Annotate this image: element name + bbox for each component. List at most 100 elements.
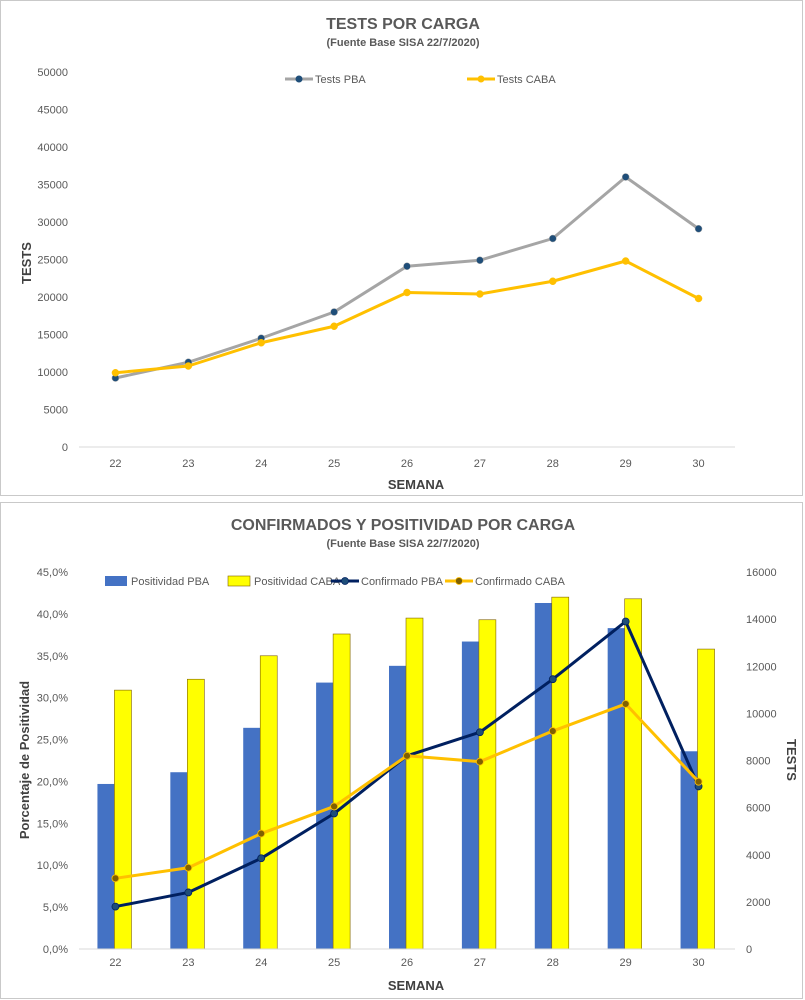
bar-positividad-caba — [332, 633, 351, 950]
data-point-tests-caba — [403, 288, 411, 297]
bar-positividad-pba — [389, 665, 406, 949]
y-tick-label: 15,0% — [37, 818, 68, 830]
data-point-tests-pba — [330, 308, 338, 316]
data-point-tests-caba — [111, 369, 120, 377]
bar-positividad-caba — [697, 648, 715, 950]
positividad-chart-svg: CONFIRMADOS Y POSITIVIDAD POR CARGA (Fuen… — [17, 517, 799, 993]
legend-marker-confirmado-caba — [455, 577, 463, 585]
bar-positividad-pba — [534, 602, 552, 949]
data-point-confirmado-pba — [621, 617, 630, 626]
data-point-tests-caba — [549, 277, 557, 285]
data-point-tests-pba — [476, 256, 484, 264]
y-tick-label: 10000 — [37, 367, 68, 379]
tests-chart-svg: TESTS POR CARGA (Fuente Base SISA 22/7/20… — [19, 16, 735, 492]
legend-swatch-positividad-pba — [105, 576, 127, 586]
bar-positividad-pba — [607, 628, 625, 949]
y-tick-label: 0 — [62, 442, 68, 454]
tests-por-carga-chart: TESTS POR CARGA (Fuente Base SISA 22/7/20… — [0, 0, 803, 496]
data-point-confirmado-caba — [621, 700, 630, 708]
x-tick-label: 27 — [474, 957, 486, 969]
x-tick-label: 25 — [328, 957, 340, 969]
chart-title: TESTS POR CARGA — [326, 16, 480, 33]
chart-subtitle: (Fuente Base SISA 22/7/2020) — [326, 37, 479, 49]
data-point-confirmado-caba — [257, 829, 266, 838]
y-tick-label: 15000 — [37, 330, 68, 342]
y-tick-label: 40,0% — [37, 609, 68, 621]
legend-swatch-positividad-caba — [227, 575, 251, 587]
confirmados-positividad-chart: CONFIRMADOS Y POSITIVIDAD POR CARGA (Fuen… — [0, 502, 803, 999]
y2-axis-title: TESTS — [784, 739, 799, 781]
data-point-tests-caba — [476, 290, 484, 298]
y-tick-label: 25000 — [37, 255, 68, 267]
data-point-tests-caba — [257, 339, 265, 347]
legend-label-tests-caba: Tests CABA — [497, 74, 556, 86]
data-point-confirmado-pba — [257, 854, 266, 863]
bar-positividad-caba — [114, 689, 132, 950]
x-tick-label: 30 — [692, 957, 704, 969]
x-tick-label: 29 — [620, 957, 632, 969]
data-point-confirmado-caba — [330, 802, 339, 811]
data-point-confirmado-caba — [403, 751, 411, 760]
bar-positividad-caba — [551, 596, 570, 950]
data-point-confirmado-caba — [111, 874, 120, 883]
y-tick-label: 35,0% — [37, 651, 68, 663]
y2-tick-label: 8000 — [746, 756, 770, 768]
y-tick-label: 30000 — [37, 217, 68, 229]
y-tick-label: 45000 — [37, 105, 68, 117]
data-point-confirmado-pba — [184, 888, 193, 897]
legend-marker-confirmado-pba — [341, 577, 349, 585]
data-point-tests-pba — [621, 173, 630, 181]
data-point-tests-pba — [403, 262, 411, 270]
legend-label-confirmado-caba: Confirmado CABA — [475, 576, 566, 588]
bar-positividad-caba — [405, 617, 424, 950]
data-point-confirmado-pba — [111, 902, 120, 911]
data-point-confirmado-pba — [475, 728, 484, 737]
data-point-tests-caba — [184, 362, 193, 370]
y2-tick-label: 0 — [746, 944, 752, 956]
y2-tick-label: 12000 — [746, 661, 777, 673]
y2-tick-label: 6000 — [746, 803, 770, 815]
legend-label-confirmado-pba: Confirmado PBA — [361, 576, 444, 588]
data-point-tests-caba — [330, 322, 338, 330]
bar-positividad-pba — [97, 783, 115, 949]
data-point-confirmado-pba — [330, 809, 339, 818]
y2-tick-label: 4000 — [746, 850, 770, 862]
data-point-tests-pba — [549, 234, 557, 243]
data-point-confirmado-caba — [184, 863, 193, 872]
x-tick-label: 28 — [547, 458, 559, 470]
x-tick-label: 30 — [692, 458, 704, 470]
y-tick-label: 10,0% — [37, 860, 68, 872]
y-tick-label: 5000 — [44, 405, 68, 417]
y-tick-label: 40000 — [37, 142, 68, 154]
x-tick-label: 23 — [182, 458, 194, 470]
chart-title: CONFIRMADOS Y POSITIVIDAD POR CARGA — [231, 517, 576, 534]
bar-positividad-pba — [170, 772, 188, 949]
bar-positividad-pba — [680, 751, 698, 949]
y-tick-label: 0,0% — [43, 944, 68, 956]
data-point-tests-pba — [694, 225, 703, 233]
legend-marker-tests-pba — [295, 75, 303, 83]
data-point-confirmado-caba — [475, 757, 484, 766]
x-tick-label: 26 — [401, 458, 413, 470]
x-axis-title: SEMANA — [388, 477, 445, 492]
data-point-confirmado-caba — [548, 727, 557, 735]
x-tick-label: 26 — [401, 957, 413, 969]
bar-positividad-pba — [461, 641, 479, 949]
y2-tick-label: 16000 — [746, 567, 777, 579]
data-point-confirmado-pba — [548, 675, 557, 684]
y-tick-label: 20,0% — [37, 776, 68, 788]
x-tick-label: 27 — [474, 458, 486, 470]
chart-subtitle: (Fuente Base SISA 22/7/2020) — [326, 538, 479, 550]
legend-marker-tests-caba — [477, 75, 485, 83]
x-tick-label: 24 — [255, 458, 267, 470]
y-tick-label: 20000 — [37, 292, 68, 304]
y-tick-label: 30,0% — [37, 693, 68, 705]
x-tick-label: 22 — [109, 458, 121, 470]
data-point-tests-caba — [694, 294, 703, 303]
x-tick-label: 25 — [328, 458, 340, 470]
x-tick-label: 24 — [255, 957, 267, 969]
bar-positividad-caba — [259, 655, 278, 950]
x-tick-label: 22 — [109, 957, 121, 969]
x-axis-title: SEMANA — [388, 978, 445, 993]
legend-label-positividad-pba: Positividad PBA — [131, 576, 210, 588]
